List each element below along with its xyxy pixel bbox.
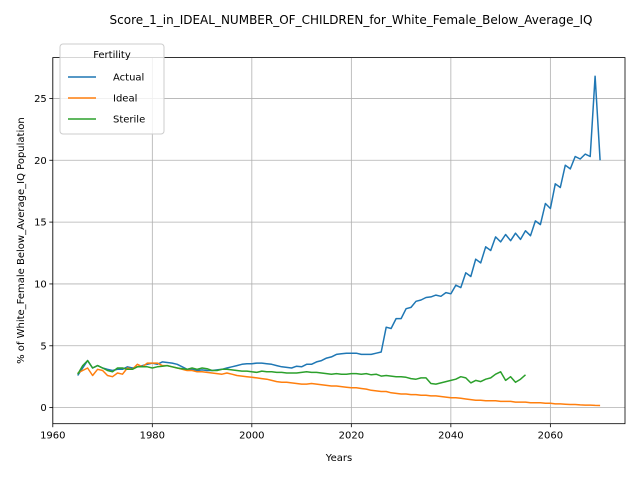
x-tick-label: 2040 <box>438 431 463 442</box>
x-tick-label: 1960 <box>40 431 65 442</box>
legend-title: Fertility <box>93 50 131 61</box>
legend-entries: Actual Ideal Sterile <box>68 73 145 126</box>
series-line-sterile <box>77 359 526 385</box>
chart-title: Score_1_in_IDEAL_NUMBER_OF_CHILDREN_for_… <box>110 13 593 27</box>
y-tick-label: 20 <box>34 156 47 167</box>
y-axis: 0 5 10 15 20 25 <box>34 94 53 414</box>
y-tick-label: 25 <box>34 94 47 105</box>
x-tick-label: 2060 <box>538 431 563 442</box>
y-tick-label: 5 <box>40 341 46 352</box>
legend-label-ideal: Ideal <box>113 94 137 105</box>
x-tick-label: 1980 <box>140 431 165 442</box>
x-axis-label: Years <box>325 453 352 464</box>
legend-label-sterile: Sterile <box>113 115 145 126</box>
y-tick-label: 15 <box>34 218 47 229</box>
y-tick-label: 0 <box>40 403 46 414</box>
legend-box <box>59 43 165 135</box>
y-axis-label: % of White_Female Below_Average_IQ Popul… <box>16 117 27 364</box>
legend-label-actual: Actual <box>113 73 144 84</box>
x-tick-label: 2020 <box>339 431 364 442</box>
plot-frame <box>52 57 626 425</box>
series-layer <box>77 75 601 407</box>
x-tick-label: 2000 <box>239 431 264 442</box>
series-line-actual <box>77 75 601 376</box>
x-axis: 1960 1980 2000 2020 2040 2060 <box>40 423 563 442</box>
y-tick-label: 10 <box>34 279 47 290</box>
grid <box>52 57 625 424</box>
legend: Fertility Actual Ideal Sterile <box>59 43 165 135</box>
